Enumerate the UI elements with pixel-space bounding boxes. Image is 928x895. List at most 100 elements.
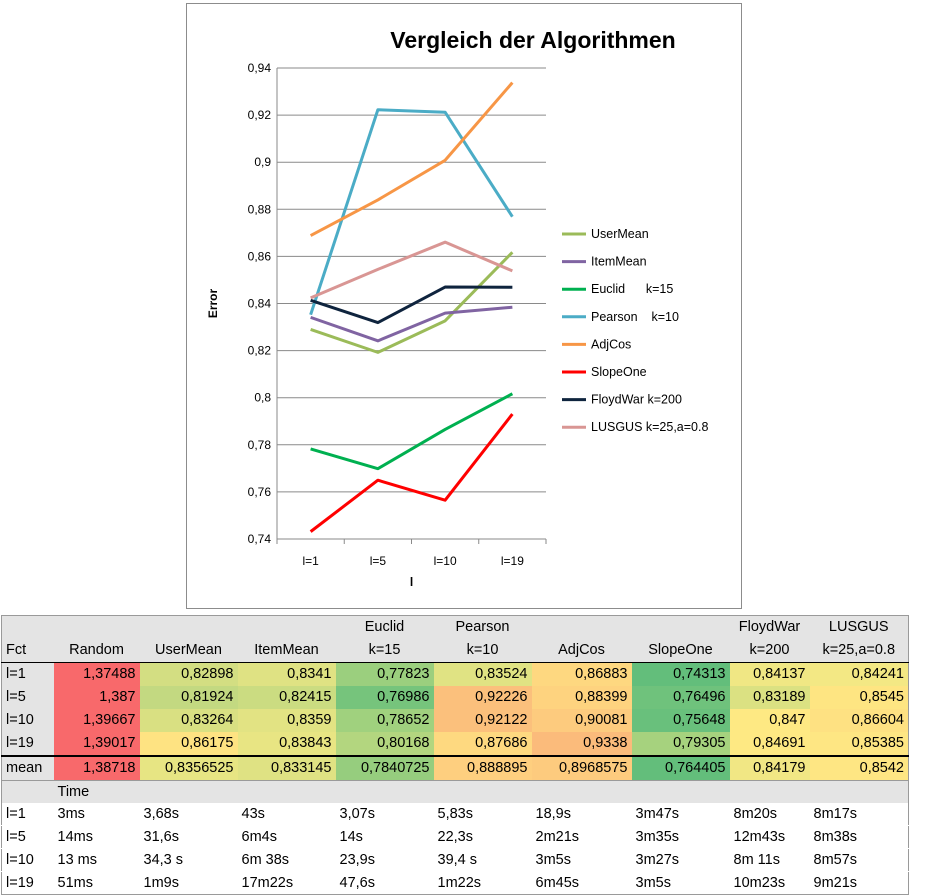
column-header-line2: UserMean xyxy=(155,642,222,658)
time-cell: 6m45s xyxy=(531,871,632,895)
time-cell: 8m38s xyxy=(809,825,909,849)
table-cell: 0,83264 xyxy=(139,709,238,732)
time-cell: 1m22s xyxy=(433,871,532,895)
row-label: l=10 xyxy=(1,848,54,872)
x-tick-label: l=19 xyxy=(501,554,524,568)
row-label: l=5 xyxy=(1,686,54,709)
table-cell: 0,79305 xyxy=(631,732,730,756)
time-cell: 17m22s xyxy=(237,871,336,895)
legend-label: LUSGUS k=25,a=0.8 xyxy=(591,420,708,434)
time-cell: 31,6s xyxy=(139,825,238,849)
legend-label: ItemMean xyxy=(591,255,647,269)
column-header-line2: ItemMean xyxy=(254,642,319,658)
column-header: AdjCos xyxy=(531,615,632,663)
y-tick-label: 0,78 xyxy=(248,438,272,452)
row-label: l=1 xyxy=(1,662,54,686)
table-cell: 0,847 xyxy=(729,709,810,732)
table-cell: 0,83189 xyxy=(729,686,810,709)
time-row: l=10 13 ms 34,3 s 6m 38s 23,9s 39,4 s 3m5s 3m27… xyxy=(1,848,909,872)
table-cell: 0,92122 xyxy=(433,709,532,732)
time-cell: 34,3 s xyxy=(139,848,238,872)
y-tick-label: 0,8 xyxy=(254,391,271,405)
table-cell: 0,88399 xyxy=(531,686,632,709)
x-tick-label: l=5 xyxy=(370,554,387,568)
time-row: l=1 3ms 3,68s 43s 3,07s 5,83s 18,9s 3m47s 8m20s 8… xyxy=(1,803,909,826)
table-cell: 0,76496 xyxy=(631,686,730,709)
table-header-row: Fct Random UserMean ItemMean Euclid k=15 Pe… xyxy=(1,615,909,663)
y-tick-label: 0,92 xyxy=(248,108,272,122)
results-table-container: Fct Random UserMean ItemMean Euclid k=15 Pe… xyxy=(1,615,909,895)
time-cell: 14ms xyxy=(53,825,140,849)
chart-container: Vergleich der Algorithmen 0,74 0,76 0,78 0,8… xyxy=(186,3,742,609)
mean-cell: 0,84179 xyxy=(729,755,810,781)
y-tick-label: 0,94 xyxy=(248,61,272,75)
time-cell: 8m 11s xyxy=(729,848,810,872)
fct-header: Fct xyxy=(1,615,54,663)
table-cell: 0,83524 xyxy=(433,662,532,686)
table-cell: 0,82898 xyxy=(139,662,238,686)
y-axis-title: Error xyxy=(206,288,220,318)
table-cell: 0,77823 xyxy=(335,662,434,686)
time-cell: 12m43s xyxy=(729,825,810,849)
column-header-line1 xyxy=(144,617,234,640)
time-cell: 6m 38s xyxy=(237,848,336,872)
row-label: l=5 xyxy=(1,825,54,849)
table-cell: 0,78652 xyxy=(335,709,434,732)
column-header-line2: AdjCos xyxy=(558,642,605,658)
time-section-label: Time xyxy=(53,780,909,803)
column-header-line1 xyxy=(536,617,628,640)
row-label: l=19 xyxy=(1,871,54,895)
table-row: l=10 1,39667 0,83264 0,8359 0,78652 0,92122 0,… xyxy=(1,709,909,732)
table-cell: 0,9338 xyxy=(531,732,632,756)
table-cell: 0,86604 xyxy=(809,709,909,732)
column-header-line2: k=10 xyxy=(466,642,499,658)
x-tick-label: l=10 xyxy=(434,554,457,568)
series-line-3 xyxy=(310,392,514,471)
table-cell: 0,74313 xyxy=(631,662,730,686)
column-header-line1 xyxy=(242,617,332,640)
mean-cell: 0,8542 xyxy=(809,755,909,781)
table-cell: 0,8341 xyxy=(237,662,336,686)
mean-cell: 0,888895 xyxy=(433,755,532,781)
y-tick-label: 0,76 xyxy=(248,485,272,499)
time-section-row: Time xyxy=(1,780,909,803)
row-label: l=19 xyxy=(1,732,54,756)
series-line-1 xyxy=(310,251,514,354)
legend-label: AdjCos xyxy=(591,337,631,351)
table-row: l=19 1,39017 0,86175 0,83843 0,80168 0,87686 0… xyxy=(1,732,909,756)
legend-label: SlopeOne xyxy=(591,365,647,379)
table-cell: 0,83843 xyxy=(237,732,336,756)
mean-cell: 0,8356525 xyxy=(139,755,238,781)
x-axis-title: l xyxy=(410,575,413,589)
table-cell: 0,84691 xyxy=(729,732,810,756)
time-cell: 3,68s xyxy=(139,803,238,826)
column-header: SlopeOne xyxy=(631,615,730,663)
results-table: Fct Random UserMean ItemMean Euclid k=15 Pe… xyxy=(1,615,909,895)
mean-cell: 0,7840725 xyxy=(335,755,434,781)
series-line-5 xyxy=(309,81,514,237)
table-cell: 1,37488 xyxy=(53,662,140,686)
mean-cell: 1,38718 xyxy=(53,755,140,781)
mean-cell: 0,833145 xyxy=(237,755,336,781)
table-cell: 0,80168 xyxy=(335,732,434,756)
table-cell: 0,90081 xyxy=(531,709,632,732)
table-cell: 1,387 xyxy=(53,686,140,709)
column-header: ItemMean xyxy=(237,615,336,663)
time-cell: 13 ms xyxy=(53,848,140,872)
column-header: UserMean xyxy=(139,615,238,663)
series-line-8 xyxy=(310,240,513,300)
column-header: FloydWar k=200 xyxy=(729,615,810,663)
table-cell: 0,86175 xyxy=(139,732,238,756)
time-cell: 8m57s xyxy=(809,848,909,872)
row-label: l=1 xyxy=(1,803,54,826)
column-header-line2: k=200 xyxy=(749,642,790,658)
table-cell: 0,8359 xyxy=(237,709,336,732)
column-header-line1 xyxy=(636,617,726,640)
column-header-line1: LUSGUS xyxy=(828,619,889,635)
table-cell: 0,8545 xyxy=(809,686,909,709)
time-cell: 43s xyxy=(237,803,336,826)
table-cell: 0,76986 xyxy=(335,686,434,709)
column-header-line1: FloydWar xyxy=(738,619,801,635)
time-cell: 3m5s xyxy=(531,848,632,872)
column-header-line1: Euclid xyxy=(364,619,405,635)
